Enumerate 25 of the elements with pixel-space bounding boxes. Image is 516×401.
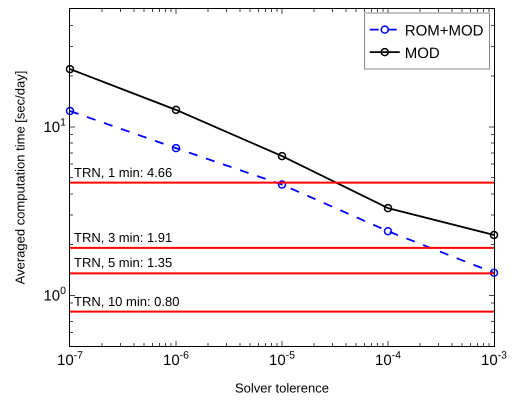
point bbox=[278, 180, 286, 189]
point bbox=[278, 152, 286, 160]
ref-line-label: TRN, 1 min: 4.66 bbox=[74, 165, 172, 180]
point bbox=[172, 144, 180, 152]
x-tick-label: 10$^{-7}$ bbox=[56, 350, 84, 369]
x-tick-label: 10$^{-5}$ bbox=[268, 350, 296, 369]
ref-line-label: TRN, 5 min: 1.35 bbox=[74, 255, 172, 270]
legend-label: MOD bbox=[404, 44, 440, 62]
y-tick-label: 10$^{1}$ bbox=[43, 116, 66, 136]
ref-line-label: TRN, 10 min: 0.80 bbox=[74, 294, 180, 309]
point bbox=[490, 268, 498, 278]
y-axis-title: Averaged computation time [sec/day] bbox=[12, 70, 28, 284]
ref-line-label: TRN, 3 min: 1.91 bbox=[74, 230, 172, 245]
x-axis-title: Solver tolerence bbox=[235, 380, 329, 396]
point bbox=[490, 230, 498, 240]
point bbox=[66, 64, 74, 74]
y-tick-label: 10$^{0}$ bbox=[43, 285, 66, 305]
point bbox=[384, 226, 392, 236]
point bbox=[384, 204, 392, 212]
x-tick-label: 10$^{-6}$ bbox=[162, 350, 190, 369]
x-tick-label: 10$^{-4}$ bbox=[374, 350, 402, 369]
x-tick-label: 10$^{-3}$ bbox=[480, 350, 508, 369]
point bbox=[66, 106, 74, 116]
legend-label: ROM+MOD bbox=[404, 22, 484, 40]
point bbox=[172, 106, 180, 114]
